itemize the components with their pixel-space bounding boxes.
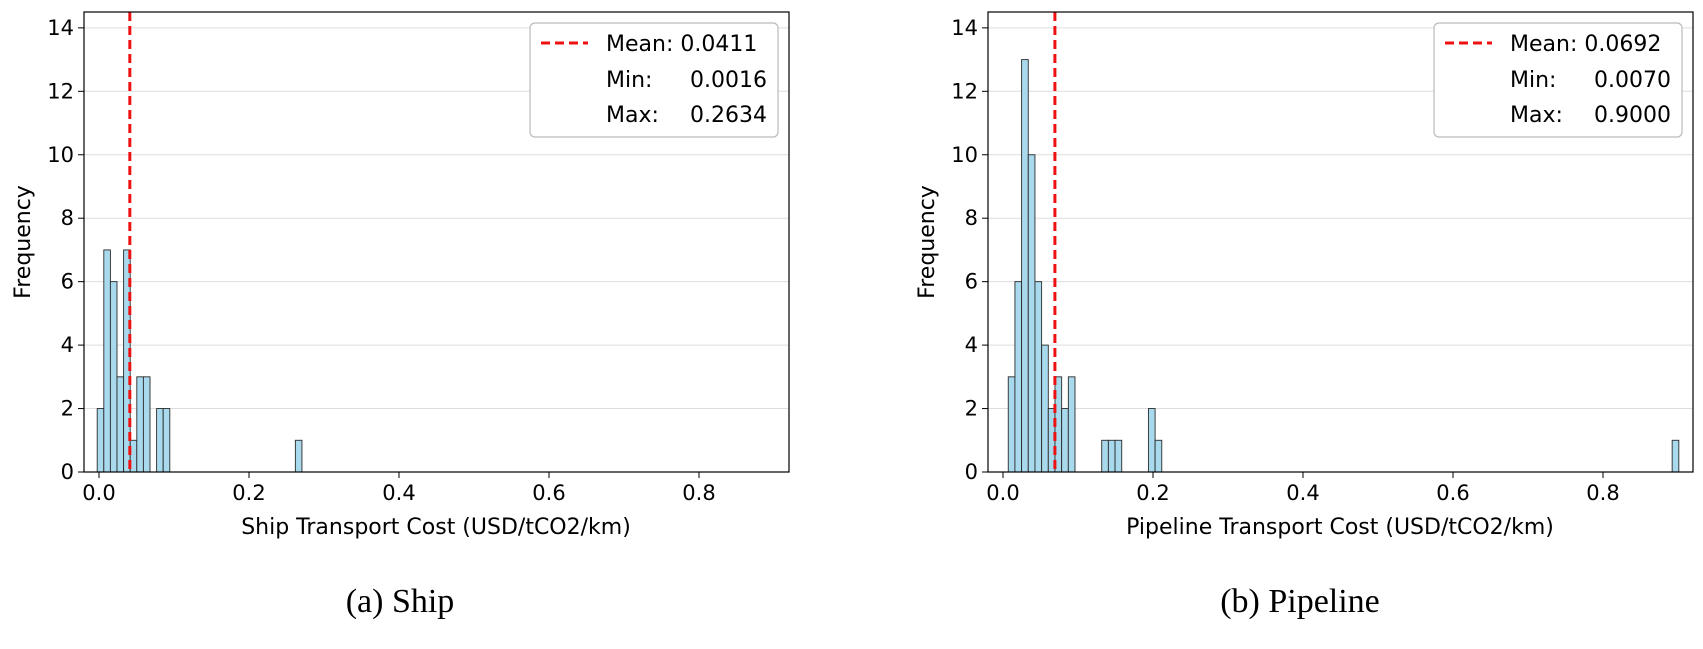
y-tick-label: 6 <box>965 270 978 294</box>
histogram-bar <box>1027 154 1036 473</box>
x-axis-label: Ship Transport Cost (USD/tCO2/km) <box>241 515 631 540</box>
y-tick-label: 12 <box>47 79 74 103</box>
x-tick-label: 0.4 <box>1286 481 1319 505</box>
legend-min-label: Min: <box>606 68 652 93</box>
y-tick-label: 6 <box>61 270 74 294</box>
legend-max-label: Max: <box>1510 103 1563 128</box>
histogram-bar <box>96 408 105 473</box>
legend-box <box>529 22 779 138</box>
legend-mean-label: Mean: 0.0692 <box>1510 32 1661 57</box>
histogram-bar <box>1041 344 1049 473</box>
histogram-bar <box>162 408 171 473</box>
histogram-bar <box>103 249 111 473</box>
y-tick-label: 12 <box>951 79 978 103</box>
y-tick-label: 10 <box>951 143 978 167</box>
histogram-bar <box>156 408 164 473</box>
y-axis-ticks: 0 2 4 6 8 10 12 14 <box>951 16 988 484</box>
histogram-bar <box>1671 439 1680 473</box>
histogram-bar <box>1114 439 1123 473</box>
histogram-bar <box>294 439 303 473</box>
histogram-bar <box>1061 408 1069 473</box>
x-tick-label: 0.8 <box>682 481 715 505</box>
y-tick-label: 14 <box>951 16 978 40</box>
plot-frame <box>987 11 1694 473</box>
y-tick-label: 0 <box>965 460 978 484</box>
y-tick-label: 2 <box>61 397 74 421</box>
chart-caption: (a) Ship <box>346 583 455 620</box>
y-axis-ticks: 0 2 4 6 8 10 12 14 <box>47 16 84 484</box>
histogram-bar <box>136 376 144 473</box>
histogram-bars <box>96 249 303 473</box>
histogram-bar <box>1007 376 1016 473</box>
histogram-bar <box>142 376 151 473</box>
x-tick-label: 0.8 <box>1586 481 1619 505</box>
chart-pipeline: 0 2 4 6 8 10 12 14 0.0 0.2 0.4 0.6 0.8 Frequency Pi… <box>915 11 1694 620</box>
y-tick-label: 14 <box>47 16 74 40</box>
legend-min-label: Min: <box>1510 68 1556 93</box>
chart-ship: 0 2 4 6 8 10 12 14 0.0 0.2 0.4 0.6 0.8 Frequency Sh… <box>11 11 790 620</box>
y-tick-label: 8 <box>965 206 978 230</box>
plot-frame <box>83 11 790 473</box>
x-tick-label: 0.2 <box>1136 481 1169 505</box>
y-tick-label: 4 <box>61 333 74 357</box>
legend-mean-label: Mean: 0.0411 <box>606 32 757 57</box>
chart-caption: (b) Pipeline <box>1220 583 1380 620</box>
y-axis-label: Frequency <box>915 185 940 299</box>
histogram-bar <box>1034 281 1043 473</box>
histogram-bar <box>1021 59 1029 473</box>
histogram-bar <box>116 376 125 473</box>
legend-min-value: 0.0070 <box>1594 68 1671 93</box>
legend-min-value: 0.0016 <box>690 68 767 93</box>
histogram-bar <box>1014 281 1023 473</box>
histogram-bar <box>1107 439 1116 473</box>
histogram-bar <box>1147 408 1156 473</box>
y-tick-label: 8 <box>61 206 74 230</box>
legend-box <box>1433 22 1683 138</box>
y-tick-label: 10 <box>47 143 74 167</box>
legend: Mean: 0.0411 Min: 0.0016 Max: 0.2634 <box>529 22 779 138</box>
histogram-bar <box>1067 376 1076 473</box>
y-axis-label: Frequency <box>11 185 36 299</box>
histogram-bar <box>109 281 118 473</box>
x-tick-label: 0.0 <box>986 481 1019 505</box>
x-tick-label: 0.4 <box>382 481 415 505</box>
x-tick-label: 0.2 <box>232 481 265 505</box>
x-axis-ticks: 0.0 0.2 0.4 0.6 0.8 <box>82 472 716 505</box>
y-tick-label: 4 <box>965 333 978 357</box>
x-tick-label: 0.6 <box>1436 481 1469 505</box>
histogram-bar <box>1154 439 1163 473</box>
histogram-bar <box>1101 439 1109 473</box>
x-axis-ticks: 0.0 0.2 0.4 0.6 0.8 <box>986 472 1620 505</box>
legend-max-value: 0.2634 <box>690 103 767 128</box>
x-axis-label: Pipeline Transport Cost (USD/tCO2/km) <box>1126 515 1554 540</box>
legend: Mean: 0.0692 Min: 0.0070 Max: 0.9000 <box>1433 22 1683 138</box>
x-tick-label: 0.0 <box>82 481 115 505</box>
x-tick-label: 0.6 <box>532 481 565 505</box>
legend-max-value: 0.9000 <box>1594 103 1671 128</box>
y-tick-label: 0 <box>61 460 74 484</box>
y-tick-label: 2 <box>965 397 978 421</box>
legend-max-label: Max: <box>606 103 659 128</box>
